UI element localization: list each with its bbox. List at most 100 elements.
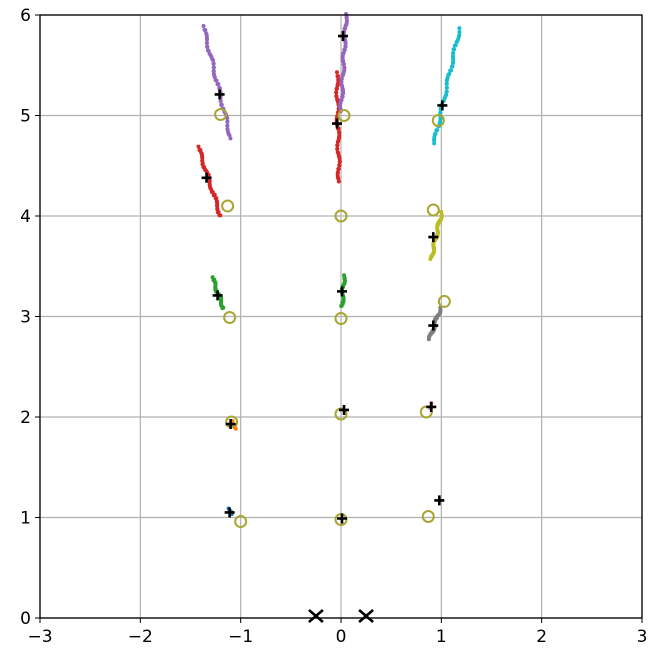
y-axis-ticks: 0 1 2 3 4 5 6 (20, 6, 40, 629)
circle-marker (334, 312, 348, 326)
plus-marker (428, 232, 439, 243)
trail-point (211, 61, 216, 66)
trail-point (212, 192, 217, 197)
trail-point (340, 91, 345, 96)
trail-point (338, 97, 343, 102)
trail-point (216, 209, 221, 214)
plus-marker (339, 404, 350, 415)
plus-marker (201, 172, 212, 183)
trail-point (204, 40, 209, 45)
trail-point (204, 37, 209, 42)
circle-marker (223, 311, 237, 325)
trail-point (444, 82, 449, 87)
trail-point (457, 26, 462, 31)
x-tick-label: 0 (336, 627, 347, 647)
trail-point (448, 68, 453, 73)
trail-point (210, 189, 215, 194)
trail-point (342, 26, 347, 31)
trail-point (336, 179, 341, 184)
x-tick-label: 1 (436, 627, 447, 647)
trail-point (444, 89, 449, 94)
trail-point (451, 51, 456, 56)
trail-point (334, 70, 339, 75)
x-tick-label: −2 (128, 627, 153, 647)
trail-point (210, 58, 215, 63)
circle-marker (221, 199, 235, 213)
plus-marker (337, 513, 348, 524)
trail-point (335, 74, 340, 79)
circle-marker (426, 203, 440, 217)
trail-point (219, 102, 224, 107)
plus-marker (428, 320, 439, 331)
plus-marker (224, 507, 235, 518)
trail-point (218, 99, 223, 104)
x-marker (308, 609, 324, 623)
circle-marker (437, 294, 451, 308)
y-tick-label: 0 (20, 609, 31, 629)
trail-point (217, 86, 222, 91)
x-markers (308, 609, 374, 623)
trail-point (437, 120, 442, 125)
plus-marker (331, 118, 342, 129)
trail-point (215, 206, 220, 211)
trail-point (211, 65, 216, 70)
trail-points (196, 11, 462, 517)
trail-point (200, 158, 205, 163)
trail-point (336, 176, 341, 181)
trail-point (334, 90, 339, 95)
circle-marker (421, 509, 435, 523)
trail-point (342, 47, 347, 52)
trail-point (335, 143, 340, 148)
x-tick-label: −3 (27, 627, 52, 647)
trail-point (451, 47, 456, 52)
trail-point (334, 86, 339, 91)
trail-point (449, 64, 454, 69)
y-tick-label: 1 (20, 509, 31, 529)
trail-point (432, 141, 437, 146)
trail-point (344, 15, 349, 20)
x-tick-label: 2 (536, 627, 547, 647)
trail-point (335, 146, 340, 151)
x-tick-label: 3 (637, 627, 648, 647)
trail-point (227, 133, 232, 138)
trail-point (233, 426, 238, 431)
trail-point (343, 41, 348, 46)
trail-point (228, 136, 233, 141)
y-tick-label: 6 (20, 6, 31, 26)
trail-point (221, 305, 226, 310)
trail-point (337, 163, 342, 168)
trail-point (457, 30, 462, 35)
circle-marker (431, 114, 445, 128)
trail-point (342, 62, 347, 67)
trail-point (335, 83, 340, 88)
trail-point (207, 178, 212, 183)
trail-point (201, 24, 206, 29)
y-tick-label: 3 (20, 308, 31, 328)
trail-point (225, 123, 230, 128)
trail-point (428, 257, 433, 262)
trail-point (216, 82, 221, 87)
trail-point (336, 167, 341, 172)
plus-marker (212, 290, 223, 301)
trail-point (454, 39, 459, 44)
trail-point (444, 78, 449, 83)
circle-marker (234, 515, 248, 529)
plus-marker (337, 286, 348, 297)
trail-point (450, 60, 455, 65)
trail-point (444, 85, 449, 90)
circle-marker (334, 209, 348, 223)
trail-point (200, 161, 205, 166)
trail-point (225, 119, 230, 124)
circle-marker (214, 107, 228, 121)
trail-point (196, 144, 201, 149)
trail-point (452, 43, 457, 48)
x-axis-ticks: −3 −2 −1 0 1 2 3 (27, 618, 647, 647)
trail-point (432, 138, 437, 143)
circle-marker (334, 407, 348, 421)
trail-point (339, 76, 344, 81)
trail-point (343, 44, 348, 49)
trail-point (339, 80, 344, 85)
circle-markers (214, 107, 451, 529)
y-tick-label: 5 (20, 107, 31, 127)
